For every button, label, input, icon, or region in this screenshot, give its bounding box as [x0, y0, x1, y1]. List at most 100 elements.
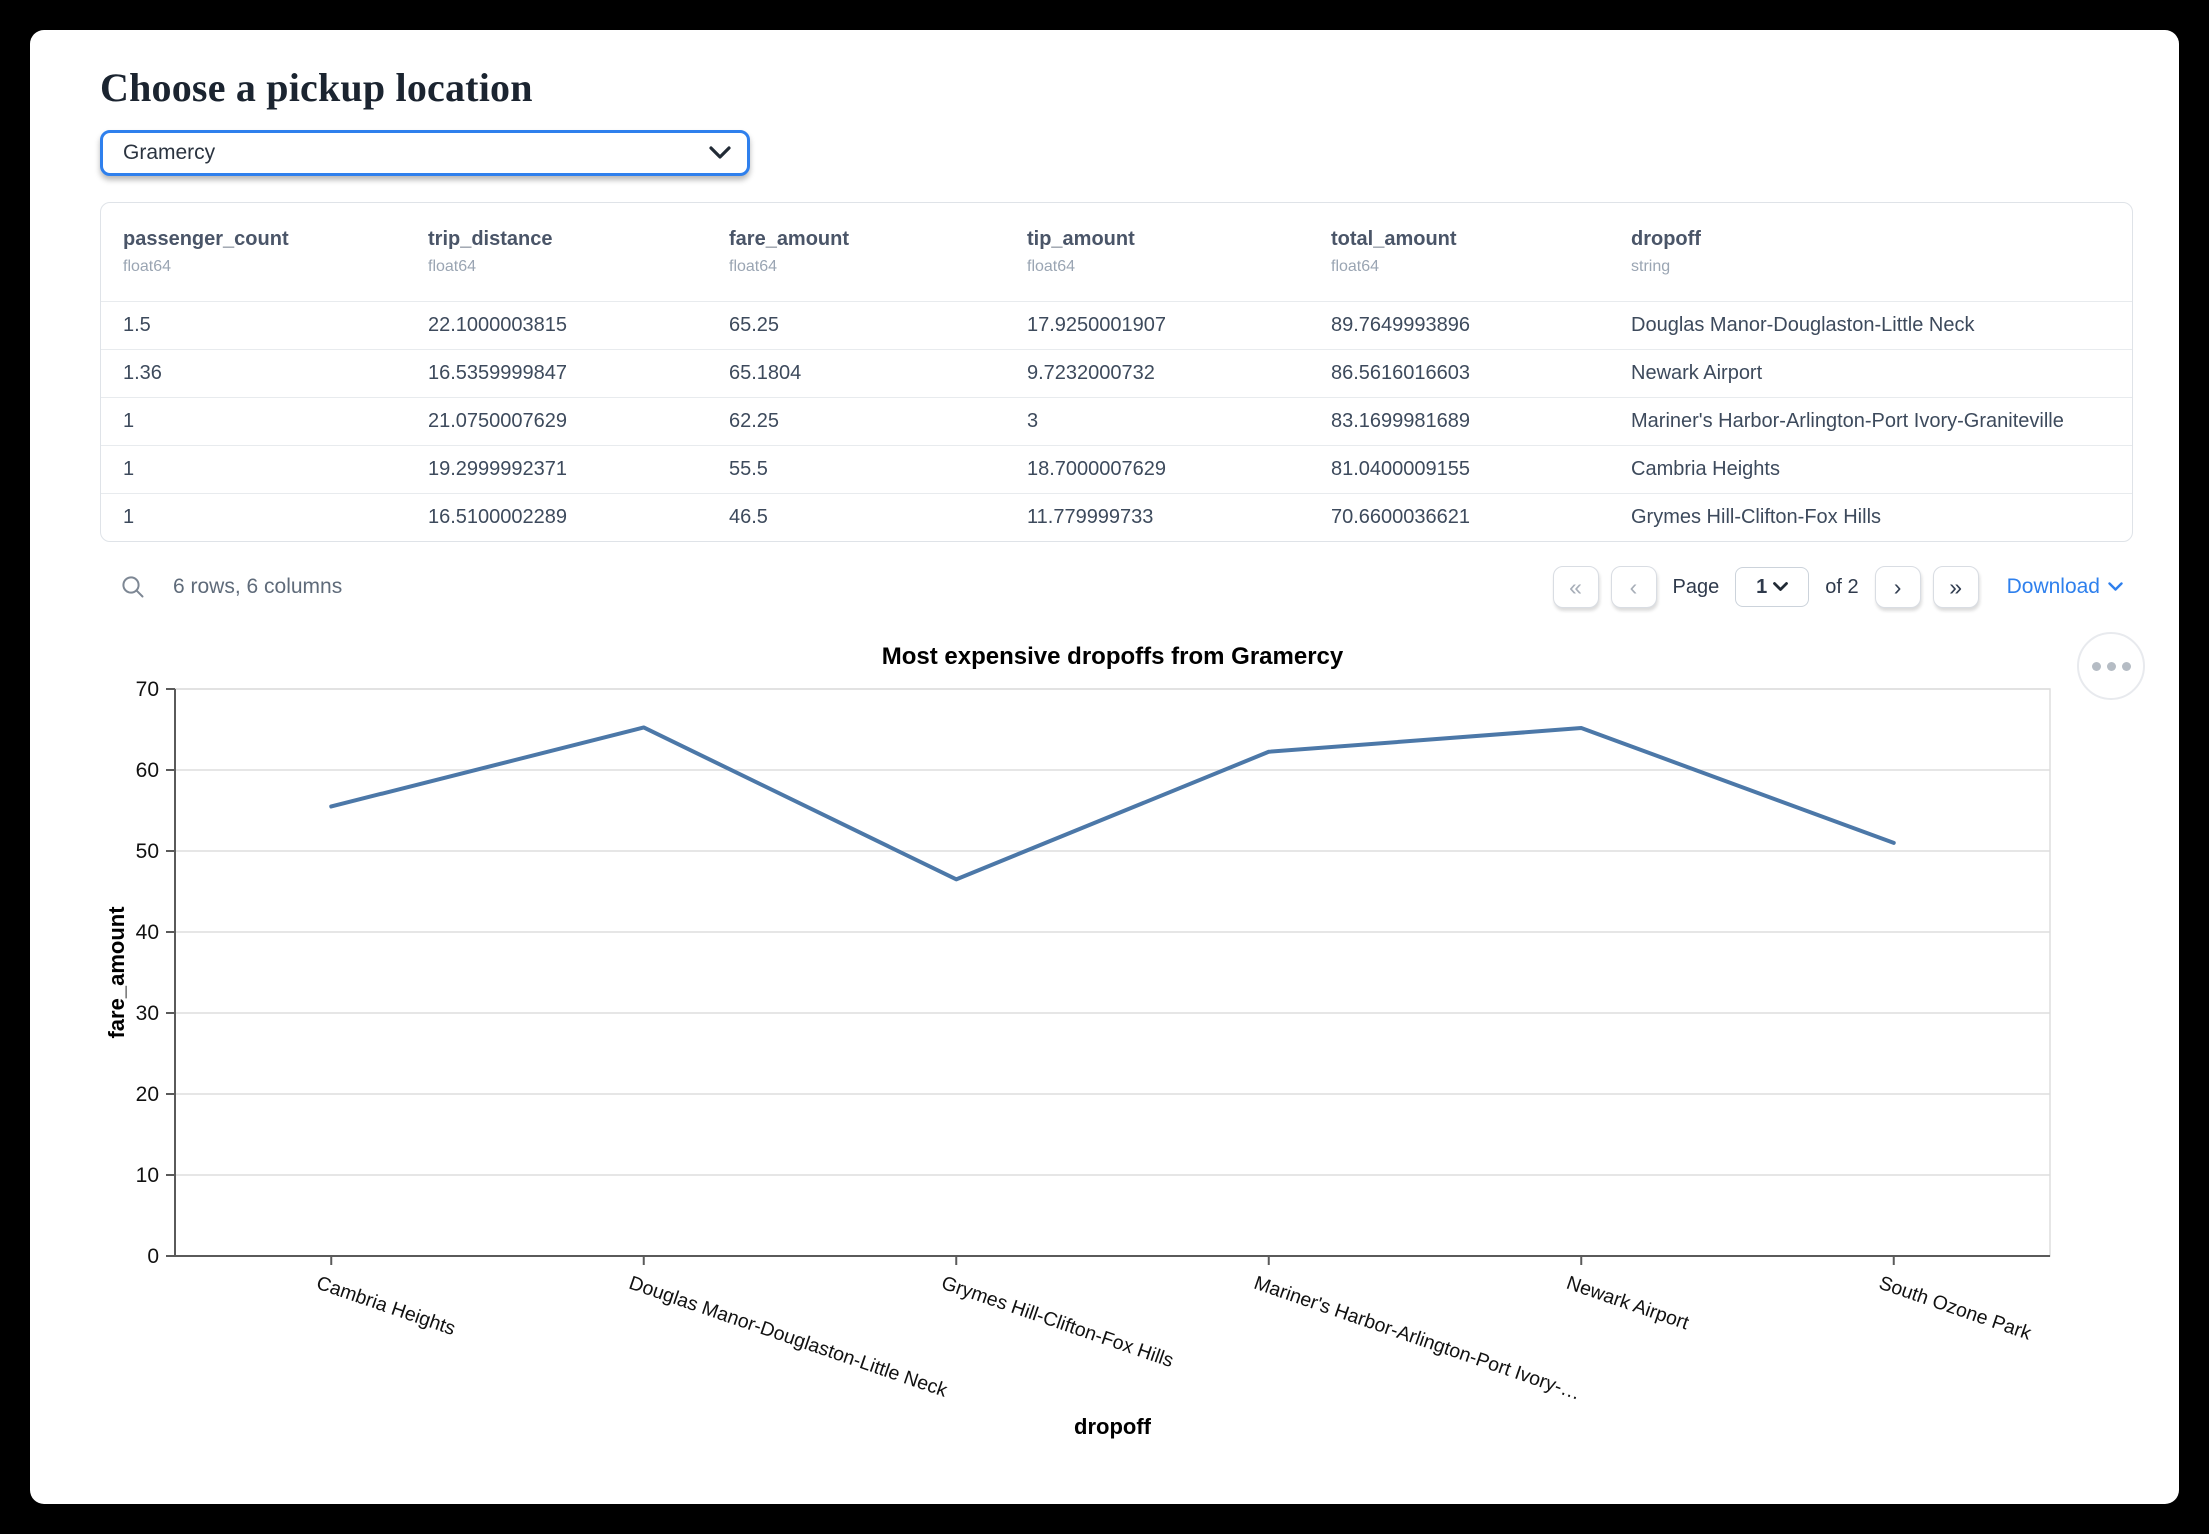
- column-header-passenger_count[interactable]: passenger_count float64: [123, 228, 428, 276]
- table-cell: Douglas Manor-Douglaston-Little Neck: [1631, 314, 1975, 336]
- table-cell: 1: [123, 506, 135, 528]
- next-page-button[interactable]: ›: [1874, 566, 1921, 608]
- x-tick-label: Newark Airport: [1564, 1272, 1693, 1335]
- chart-svg: Most expensive dropoffs from Gramercy 0 10…: [104, 643, 2051, 1439]
- table-cell: Newark Airport: [1631, 362, 1763, 384]
- table-cell: 19.2999992371: [428, 458, 568, 480]
- table-cell: 21.0750007629: [428, 410, 568, 432]
- svg-text:0: 0: [147, 1245, 159, 1268]
- page-select-value: 1: [1756, 575, 1768, 598]
- table-cell: 9.7232000732: [1027, 362, 1155, 384]
- column-name: passenger_count: [123, 228, 289, 250]
- svg-text:70: 70: [136, 678, 159, 701]
- column-name: tip_amount: [1027, 228, 1135, 250]
- chevron-down-icon: [1773, 582, 1789, 592]
- table-cell: 83.1699981689: [1331, 410, 1471, 432]
- table-cell: 86.5616016603: [1331, 362, 1471, 384]
- svg-text:40: 40: [136, 921, 159, 944]
- of-pages-label: of 2: [1825, 575, 1859, 598]
- table-footer: 6 rows, 6 columns « ‹ Page 1 of 2 › » Do…: [100, 562, 2133, 612]
- column-name: fare_amount: [729, 228, 850, 250]
- svg-text:60: 60: [136, 759, 159, 782]
- table-row: 1 16.5100002289 46.5 11.779999733 70.6600036…: [101, 493, 2132, 541]
- table-row: 1 21.0750007629 62.25 3 83.1699981689 Mariner…: [101, 397, 2132, 445]
- table-cell: 55.5: [729, 458, 768, 480]
- y-axis-title: fare_amount: [104, 906, 129, 1039]
- table-cell: 22.1000003815: [428, 314, 568, 336]
- column-header-tip_amount[interactable]: tip_amount float64: [1027, 228, 1331, 276]
- column-type: string: [1631, 258, 1671, 275]
- table-cell: 18.7000007629: [1027, 458, 1167, 480]
- page-select[interactable]: 1: [1735, 567, 1810, 607]
- dot-icon: [2106, 661, 2116, 671]
- table-cell: 1: [123, 458, 135, 480]
- table-cell: Cambria Heights: [1631, 458, 1780, 480]
- table-cell: 1.36: [123, 362, 162, 384]
- column-name: dropoff: [1631, 228, 1701, 250]
- pickup-location-value: Gramercy: [123, 141, 216, 164]
- column-header-dropoff[interactable]: dropoff string: [1631, 228, 2132, 276]
- first-page-button[interactable]: «: [1552, 566, 1599, 608]
- column-type: float64: [729, 258, 778, 275]
- table-row: 1 19.2999992371 55.5 18.7000007629 81.040000…: [101, 445, 2132, 493]
- svg-text:10: 10: [136, 1164, 159, 1187]
- svg-text:30: 30: [136, 1002, 159, 1025]
- table-cell: 46.5: [729, 506, 768, 528]
- table-cell: 11.779999733: [1027, 506, 1154, 528]
- search-icon[interactable]: [120, 574, 147, 601]
- prev-page-button[interactable]: ‹: [1610, 566, 1657, 608]
- column-header-trip_distance[interactable]: trip_distance float64: [428, 228, 729, 276]
- pickup-location-select[interactable]: Gramercy: [100, 130, 750, 176]
- table-cell: 70.6600036621: [1331, 506, 1471, 528]
- table-cell: 62.25: [729, 410, 780, 432]
- svg-text:50: 50: [136, 840, 159, 863]
- dot-icon: [2091, 661, 2101, 671]
- page-label: Page: [1672, 575, 1720, 598]
- chart-line: [329, 725, 1896, 882]
- pagination: « ‹ Page 1 of 2 › » Download: [1552, 566, 2123, 608]
- table-body: 1.5 22.1000003815 65.25 17.9250001907 89.764…: [101, 301, 2132, 541]
- column-type: float64: [123, 258, 172, 275]
- chart-menu-button[interactable]: [2077, 632, 2145, 700]
- chevron-down-icon: [709, 146, 731, 160]
- row-column-summary: 6 rows, 6 columns: [173, 575, 343, 598]
- x-tick-label: Grymes Hill-Clifton-Fox Hills: [939, 1272, 1177, 1372]
- x-tick-label: South Ozone Park: [1876, 1272, 2034, 1345]
- chevron-down-icon: [2108, 582, 2123, 592]
- last-page-button[interactable]: »: [1932, 566, 1979, 608]
- app-card: Choose a pickup location Gramercy passen…: [30, 30, 2179, 1504]
- table-row: 1.5 22.1000003815 65.25 17.9250001907 89.764…: [101, 301, 2132, 349]
- x-axis-title: dropoff: [1074, 1414, 1152, 1439]
- column-name: total_amount: [1331, 228, 1457, 250]
- column-name: trip_distance: [428, 228, 553, 250]
- table-row: 1.36 16.5359999847 65.1804 9.7232000732 86.5…: [101, 349, 2132, 397]
- table-cell: 1.5: [123, 314, 151, 336]
- download-button[interactable]: Download: [2007, 575, 2123, 599]
- page-title: Choose a pickup location: [100, 65, 533, 110]
- column-type: float64: [1331, 258, 1380, 275]
- dot-icon: [2121, 661, 2131, 671]
- table-cell: 3: [1027, 410, 1039, 432]
- column-header-total_amount[interactable]: total_amount float64: [1331, 228, 1631, 276]
- table-cell: Mariner's Harbor-Arlington-Port Ivory-Gr…: [1631, 410, 2064, 432]
- table-cell: 1: [123, 410, 135, 432]
- column-type: float64: [428, 258, 477, 275]
- line-chart: Most expensive dropoffs from Gramercy 0 10…: [100, 616, 2133, 1501]
- x-tick-label: Mariner's Harbor-Arlington-Port Ivory-…: [1251, 1272, 1583, 1405]
- table-cell: 16.5359999847: [428, 362, 568, 384]
- x-tick-label: Cambria Heights: [314, 1272, 459, 1340]
- table-cell: 89.7649993896: [1331, 314, 1471, 336]
- table-cell: 65.25: [729, 314, 780, 336]
- chart: Most expensive dropoffs from Gramercy 0 10…: [100, 616, 2145, 1501]
- axes: 0 10 20 30 40 50 60 70 Cambria Heights Douglas Ma…: [136, 678, 2050, 1405]
- table-cell: 65.1804: [729, 362, 802, 384]
- column-header-fare_amount[interactable]: fare_amount float64: [729, 228, 1027, 276]
- column-type: float64: [1027, 258, 1076, 275]
- x-tick-label: Douglas Manor-Douglaston-Little Neck: [626, 1272, 950, 1402]
- table-cell: 81.0400009155: [1331, 458, 1471, 480]
- svg-text:20: 20: [136, 1083, 159, 1106]
- chart-title: Most expensive dropoffs from Gramercy: [882, 643, 1344, 670]
- table-cell: 17.9250001907: [1027, 314, 1167, 336]
